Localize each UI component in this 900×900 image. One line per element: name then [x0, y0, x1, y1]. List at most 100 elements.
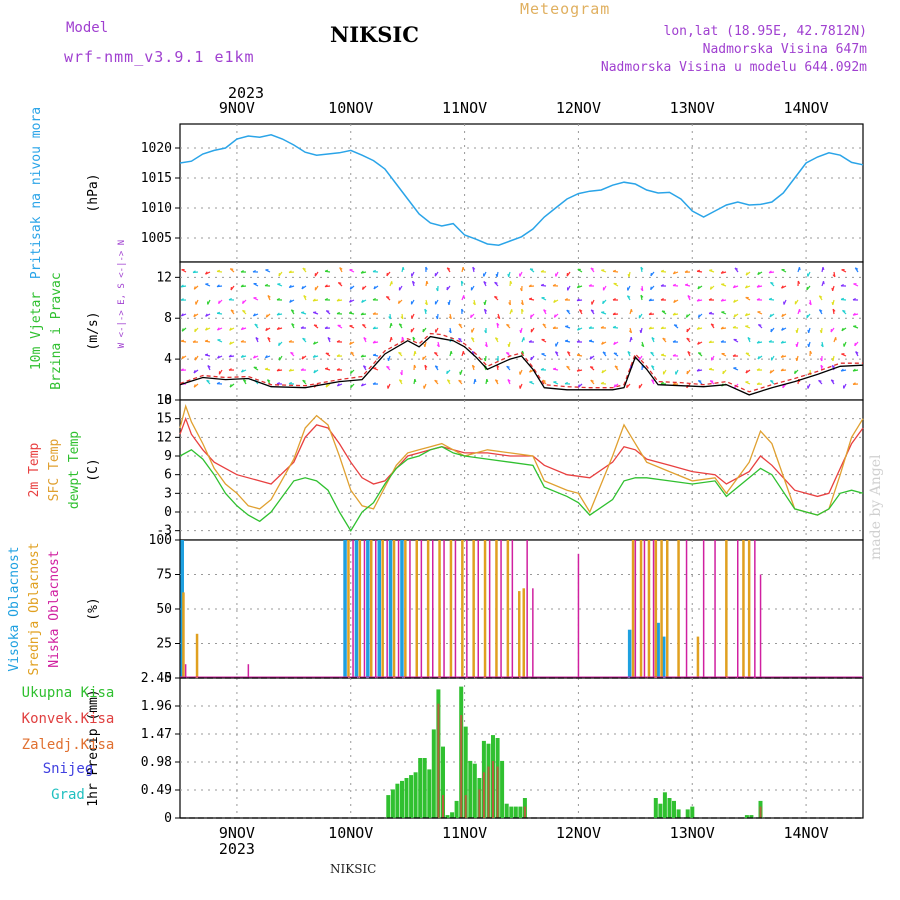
- xtick-label-bottom: 11NOV: [442, 824, 487, 842]
- wind-arrow-head: [757, 356, 760, 360]
- wind-arrow-head: [601, 369, 604, 374]
- wind-arrow-head: [350, 384, 352, 388]
- wind-arrow-head: [448, 316, 452, 320]
- wind-arrow-field: [180, 266, 859, 389]
- wind-arrow-head: [327, 336, 331, 340]
- wind-arrow-head: [840, 297, 845, 301]
- cloud-bar: [420, 540, 423, 678]
- precip-bar: [744, 815, 749, 818]
- wind-arrow-head: [400, 316, 404, 320]
- wind-arrow-head: [831, 287, 834, 291]
- wind-arrow-head: [216, 311, 221, 314]
- wind-arrow-head: [313, 311, 317, 314]
- wind-arrow-head: [651, 336, 655, 340]
- ytick-label: 0: [164, 811, 172, 826]
- wind-arrow-head: [507, 273, 510, 277]
- xtick-label-bottom: 10NOV: [328, 824, 373, 842]
- wind-arrow-head: [336, 368, 340, 371]
- wind-arrow-head: [734, 267, 738, 270]
- precip-bar: [445, 815, 450, 818]
- wind-arrow-head: [243, 379, 247, 382]
- wind-arrow-head: [497, 316, 501, 320]
- wind-arrow-head: [192, 340, 196, 343]
- wind-arrow-head: [229, 341, 232, 345]
- cloud-bar: [352, 540, 354, 678]
- precip-bar: [759, 806, 762, 818]
- wind-arrow-head: [651, 379, 655, 382]
- wind-arrow-head: [240, 284, 244, 288]
- wind-arrow-head: [458, 379, 462, 382]
- wind-arrow-head: [372, 326, 376, 330]
- wind-arrow-head: [648, 326, 652, 330]
- wind-arrow-head: [289, 299, 292, 303]
- wind-arrow-head: [576, 340, 580, 343]
- wind-arrow-head: [768, 297, 773, 301]
- wind-arrow-head: [819, 295, 823, 298]
- wind-arrow-head: [349, 299, 352, 303]
- wind-arrow-head: [822, 281, 825, 285]
- wind-arrow-head: [552, 326, 556, 329]
- cloud-bar: [654, 540, 658, 678]
- temp-side-label-2: dewpt Temp: [67, 431, 82, 509]
- wind-arrow-head: [264, 367, 269, 370]
- wind-arrow-head: [630, 336, 633, 341]
- ytick-label: 18: [156, 393, 172, 408]
- ytick-label: 1010: [141, 201, 172, 216]
- wind-arrow-head: [818, 379, 822, 382]
- ylabel-pressure: (hPa): [86, 173, 101, 212]
- wind-arrow-head: [566, 309, 570, 312]
- precip-bar: [450, 812, 455, 818]
- temp-side-label-1: SFC Temp: [47, 439, 62, 502]
- precip-bar: [487, 766, 490, 818]
- wind-arrow-head: [474, 378, 477, 383]
- xtick-label-top: 12NOV: [556, 99, 601, 117]
- wind-arrow-head: [204, 327, 208, 331]
- wind-arrow-head: [240, 270, 244, 273]
- cloud-bar: [647, 540, 651, 678]
- wind-arrow-head: [852, 297, 856, 301]
- cloud-bar: [449, 540, 453, 678]
- wind-arrow-head: [302, 379, 306, 382]
- wind-arrow-head: [194, 328, 196, 332]
- ytick-label: 0.49: [141, 783, 172, 798]
- wind-arrow-head: [650, 286, 652, 290]
- cloud-bar: [381, 540, 384, 678]
- wind-arrow-head: [276, 326, 280, 330]
- wind-arrow-head: [720, 340, 724, 343]
- wind-arrow-head: [387, 357, 390, 361]
- wind-arrow-head: [484, 344, 488, 348]
- cloud-bar: [438, 540, 441, 678]
- wind-arrow-head: [709, 286, 712, 290]
- precip-bar: [409, 775, 414, 818]
- wind-arrow-head: [698, 352, 702, 354]
- wind-arrow-head: [276, 381, 280, 385]
- wind-arrow-head: [696, 298, 700, 302]
- cloud-bar: [409, 540, 411, 678]
- cloud-bar: [702, 540, 705, 678]
- wind-arrow-head: [842, 309, 846, 312]
- wind-arrow-head: [795, 343, 798, 348]
- wind-arrow-head: [290, 351, 294, 354]
- wind-arrow-head: [673, 299, 676, 303]
- wind-arrow-head: [854, 342, 856, 346]
- wind-arrow-head: [672, 283, 677, 287]
- wind-arrow-head: [390, 322, 393, 327]
- wind-arrow-head: [660, 326, 664, 330]
- wind-arrow-head: [495, 273, 498, 278]
- wind-arrow-head: [336, 339, 340, 343]
- wind-arrow-head: [672, 382, 676, 385]
- wind-arrow-head: [627, 350, 631, 354]
- wind-arrow-head: [540, 269, 544, 273]
- xtick-label-bottom: 9NOV: [219, 824, 255, 842]
- wind-arrow-head: [528, 297, 533, 300]
- wind-arrow-head: [360, 312, 364, 316]
- wind-arrow-head: [483, 301, 486, 306]
- cloud-bar: [354, 540, 359, 678]
- wind-arrow-head: [519, 329, 522, 334]
- wind-arrow-head: [660, 284, 664, 287]
- wind-arrow-head: [780, 354, 784, 358]
- cloud-bar: [685, 540, 688, 678]
- cloud-bar: [392, 540, 396, 678]
- wind-arrow-head: [386, 365, 390, 368]
- wind-arrow-head: [336, 311, 340, 315]
